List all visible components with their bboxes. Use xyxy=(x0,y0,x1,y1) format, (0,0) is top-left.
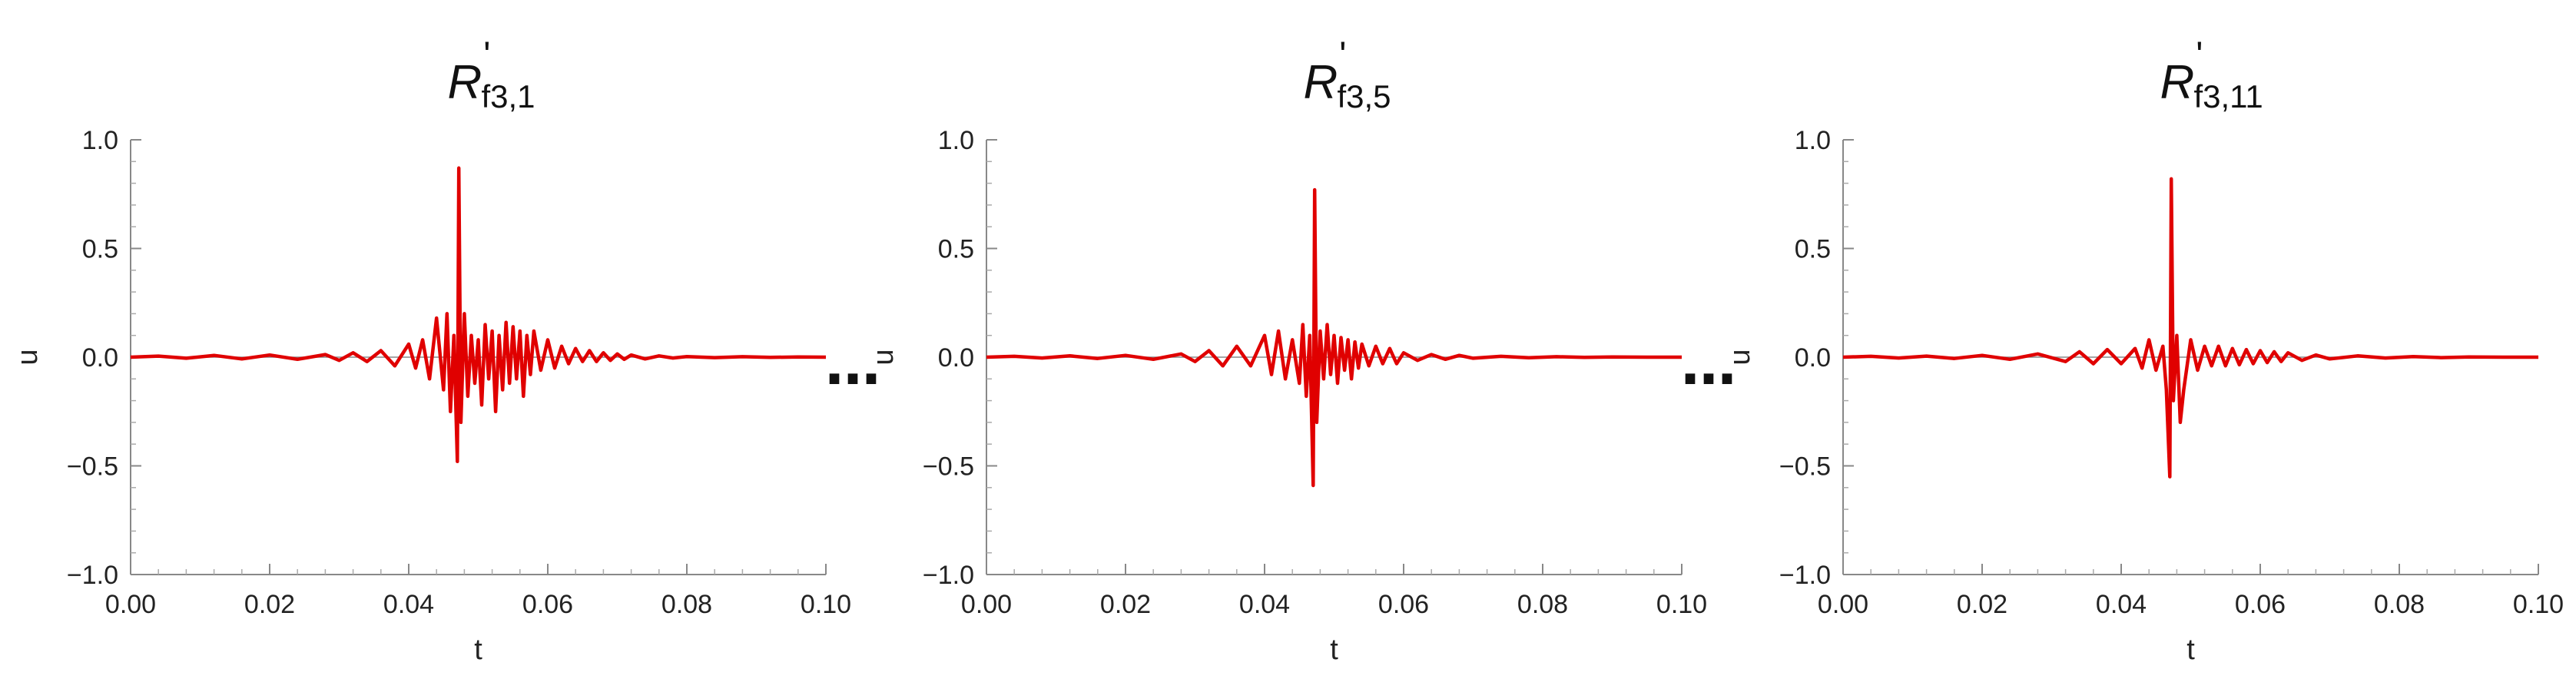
y-tick-label: 1.0 xyxy=(82,126,118,155)
x-tick-label: 0.02 xyxy=(244,590,295,619)
x-tick-label: 0.08 xyxy=(661,590,712,619)
ellipsis-separator: … xyxy=(825,333,880,397)
y-tick-label: 0.0 xyxy=(1795,343,1831,373)
y-axis-label: u xyxy=(12,349,44,365)
chart-series xyxy=(1842,177,2538,479)
chart-title: R' f3,11 xyxy=(2160,35,2263,114)
x-tick-label: 0.00 xyxy=(961,590,1012,619)
series-line xyxy=(1842,177,2538,479)
y-tick-label: 1.0 xyxy=(938,126,974,155)
x-axis-label: t xyxy=(474,634,482,666)
x-tick-label: 0.06 xyxy=(1378,590,1429,619)
chart-ticks: 0.00 0.02 0.04 0.06 0.08 0.10 −1.0 −0.5 0.0 0.5 1.… xyxy=(67,126,851,619)
chart-panel: R' f3,1 0.00 0.02 0.04 0.06 0.08 0.10−1.0−0.50… xyxy=(12,35,851,666)
title-base: R xyxy=(448,56,482,109)
x-tick-label: 0.10 xyxy=(801,590,851,619)
chart-series xyxy=(986,187,1682,488)
x-axis-label: t xyxy=(2186,634,2195,666)
y-tick-label: 0.0 xyxy=(938,343,974,373)
x-tick-label: 0.04 xyxy=(383,590,434,619)
title-subscript: f3,1 xyxy=(481,78,535,114)
title-subscript: f3,5 xyxy=(1337,78,1391,114)
x-tick-label: 0.04 xyxy=(1239,590,1290,619)
x-tick-label: 0.08 xyxy=(1517,590,1568,619)
y-tick-label: 0.5 xyxy=(82,235,118,264)
y-axis-label: u xyxy=(1724,349,1756,365)
title-subscript: f3,11 xyxy=(2193,78,2263,114)
chart-title: R' f3,1 xyxy=(448,35,535,114)
title-prime: ' xyxy=(1339,35,1346,76)
x-tick-label: 0.00 xyxy=(1818,590,1868,619)
y-tick-label: −1.0 xyxy=(923,561,974,590)
chart-series xyxy=(130,166,827,464)
title-prime: ' xyxy=(483,35,490,76)
series-line xyxy=(986,187,1682,488)
y-tick-label: 0.5 xyxy=(1795,235,1831,264)
y-axis-label: u xyxy=(867,349,900,365)
title-base: R xyxy=(1304,56,1338,109)
chart-title: R' f3,5 xyxy=(1304,35,1391,114)
chart-panel: R' f3,5 0.00 0.02 0.04 0.06 0.08 0.10−1.0−0.50… xyxy=(867,35,1707,666)
x-axis-label: t xyxy=(1330,634,1338,666)
series-line xyxy=(130,166,827,464)
chart-ticks: 0.00 0.02 0.04 0.06 0.08 0.10 −1.0 −0.5 0.0 0.5 1.… xyxy=(923,126,1707,619)
y-tick-label: −0.5 xyxy=(1779,452,1831,482)
y-tick-label: 0.0 xyxy=(82,343,118,373)
x-tick-label: 0.06 xyxy=(522,590,573,619)
y-tick-label: 1.0 xyxy=(1795,126,1831,155)
x-tick-label: 0.04 xyxy=(2096,590,2147,619)
title-base: R xyxy=(2160,56,2195,109)
ellipsis-separator: … xyxy=(1681,333,1736,397)
chart-ticks: 0.00 0.02 0.04 0.06 0.08 0.10 −1.0 −0.5 0.0 0.5 1.… xyxy=(1779,126,2564,619)
x-tick-label: 0.06 xyxy=(2235,590,2286,619)
x-tick-label: 0.10 xyxy=(1656,590,1707,619)
x-tick-label: 0.10 xyxy=(2513,590,2564,619)
x-tick-label: 0.00 xyxy=(105,590,156,619)
y-tick-label: 0.5 xyxy=(938,235,974,264)
y-tick-label: −1.0 xyxy=(1779,561,1831,590)
y-tick-label: −0.5 xyxy=(67,452,118,482)
x-tick-label: 0.02 xyxy=(1100,590,1151,619)
title-prime: ' xyxy=(2196,35,2203,76)
y-tick-label: −1.0 xyxy=(67,561,118,590)
y-tick-label: −0.5 xyxy=(923,452,974,482)
chart-panel: R' f3,11 0.00 0.02 0.04 0.06 0.08 0.10 −1.0 −0.5… xyxy=(1724,35,2564,666)
x-tick-label: 0.02 xyxy=(1957,590,2007,619)
x-tick-label: 0.08 xyxy=(2374,590,2425,619)
